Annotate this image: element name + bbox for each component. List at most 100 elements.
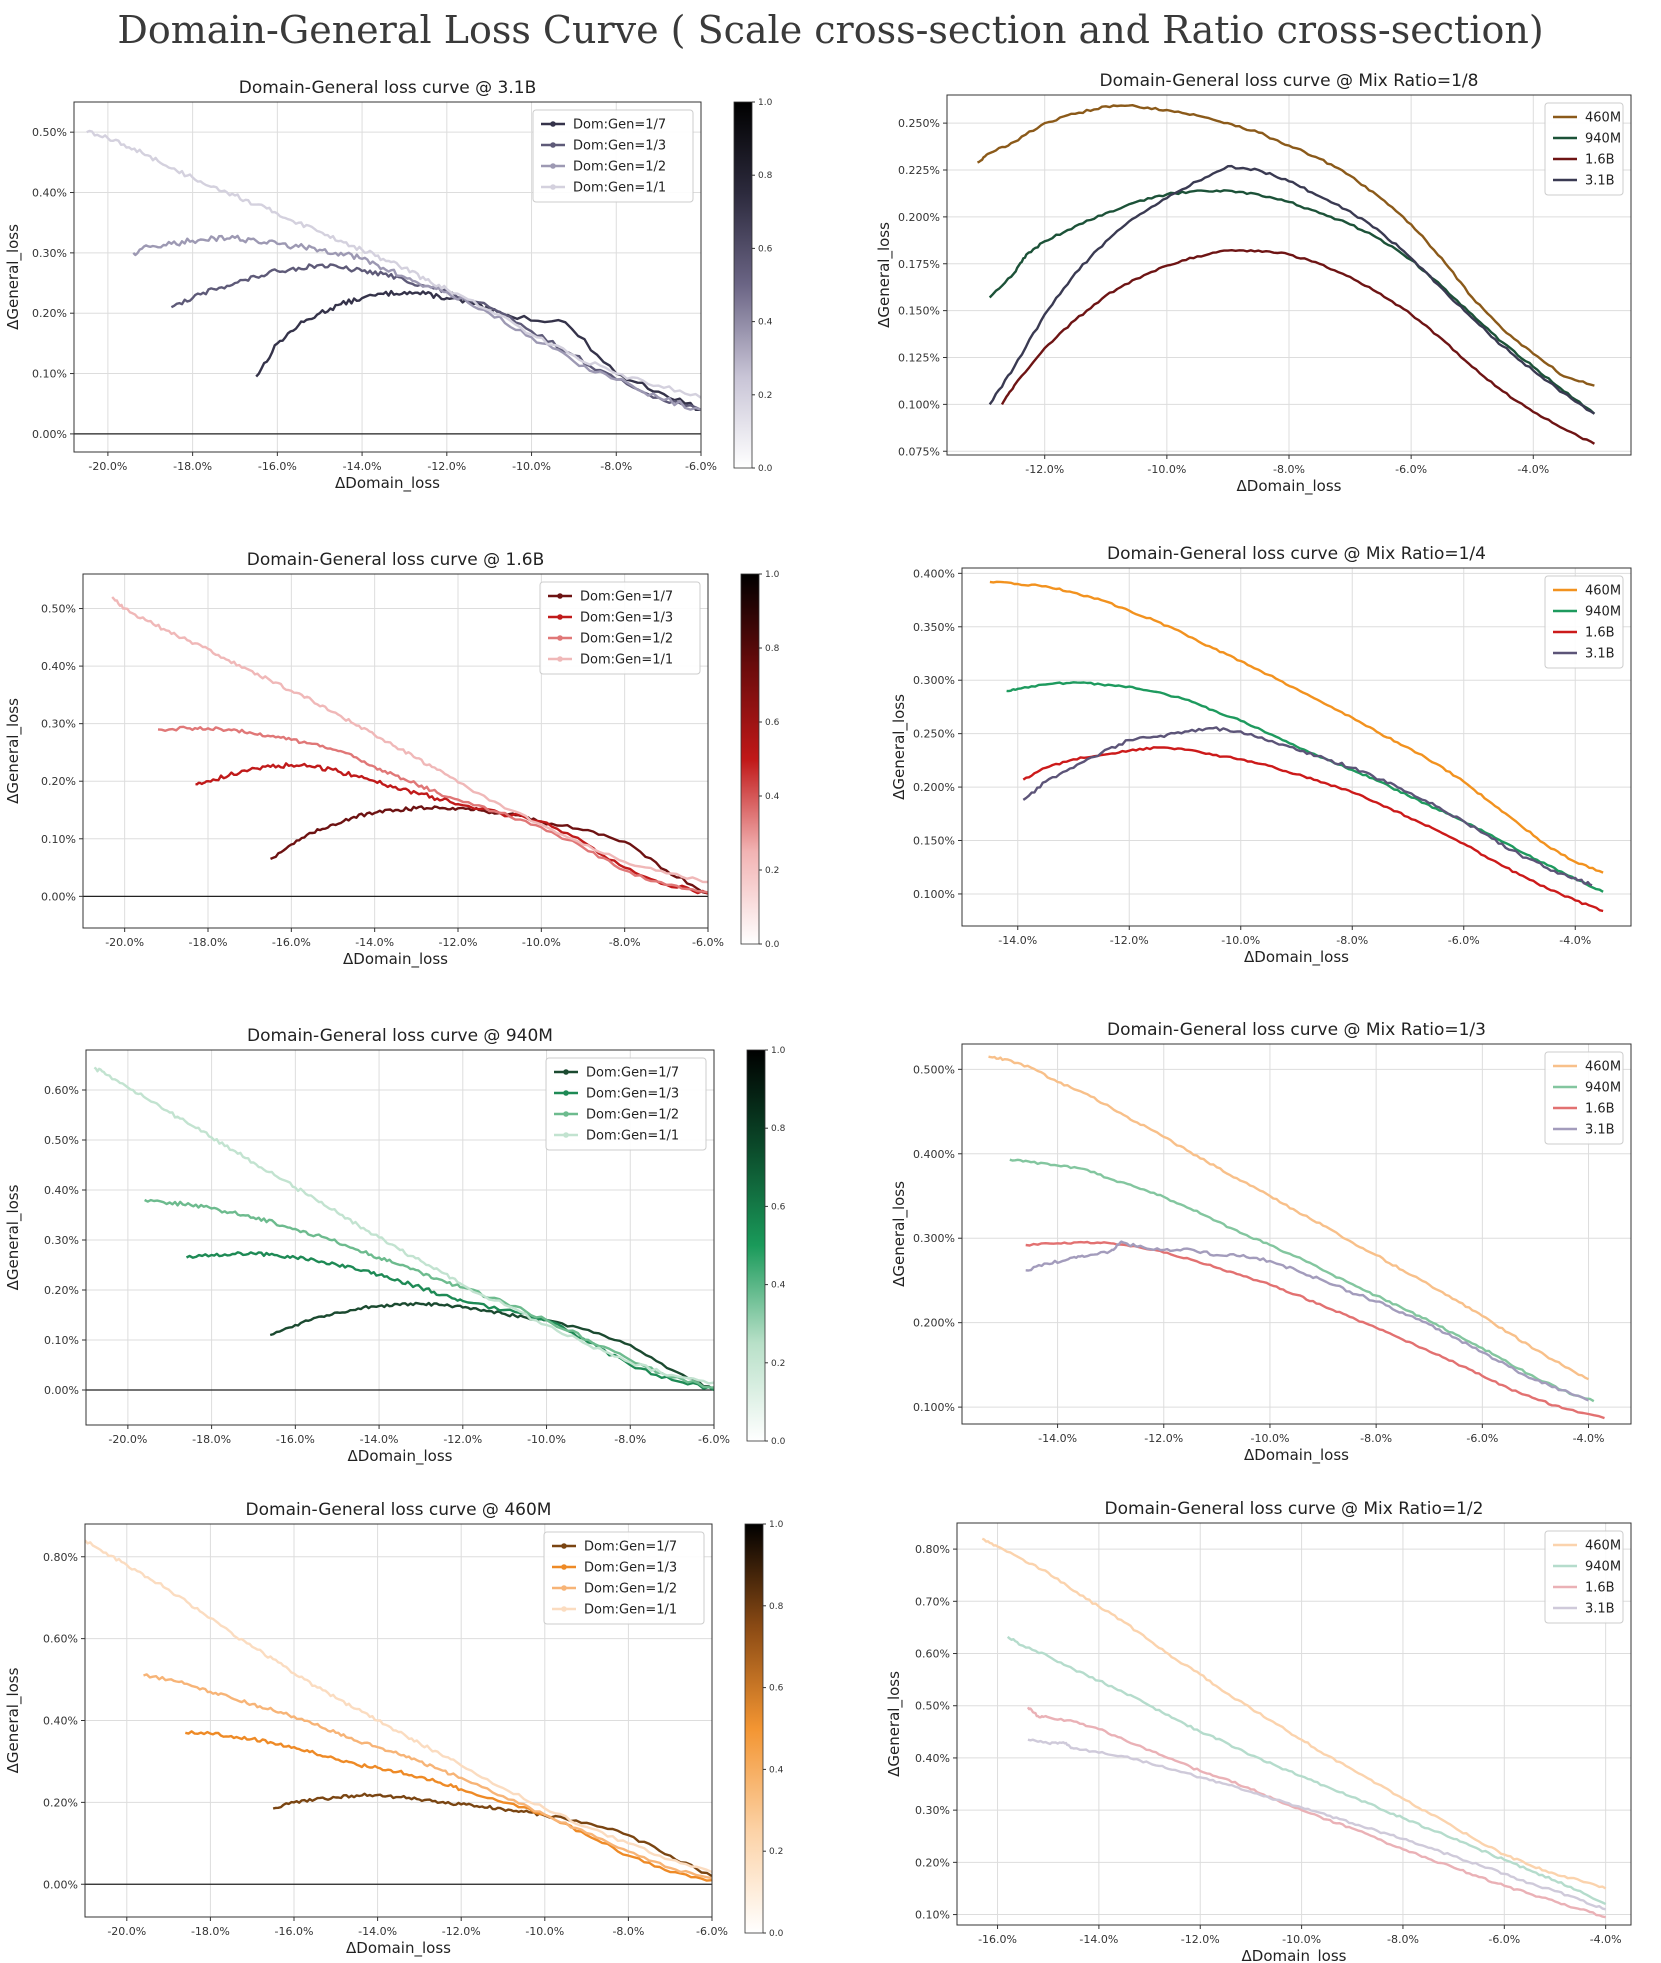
legend-marker (550, 121, 556, 127)
x-tick-label: -14.0% (998, 934, 1037, 947)
x-tick-label: -16.0% (258, 460, 297, 473)
legend-frame (539, 581, 701, 675)
y-tick-label: 0.30% (41, 718, 76, 731)
axes-frame (956, 1522, 1632, 1926)
series-line-dom-gen-1-7 (269, 1301, 714, 1391)
x-axis-label: ΔDomain_loss (335, 474, 440, 493)
legend-frame (1544, 1530, 1624, 1624)
x-tick-label: -6.0% (698, 1433, 730, 1446)
series-line-460m (989, 580, 1604, 874)
legend-label: 460M (1585, 584, 1621, 599)
legend-label: 460M (1585, 1539, 1621, 1554)
y-tick-label: 0.40% (915, 1752, 950, 1765)
y-tick-label: 0.10% (32, 368, 67, 381)
y-tick-label: 0.60% (915, 1648, 950, 1661)
colorbar-tick-label: 0.2 (771, 1359, 785, 1369)
x-tick-label: -10.0% (1282, 1933, 1321, 1946)
series-line-dom-gen-1-7 (270, 805, 708, 895)
chart-ratio-1-4: Domain-General loss curve @ Mix Ratio=1/… (890, 544, 1632, 967)
series-line-460m (977, 104, 1595, 387)
x-tick-label: -12.0% (439, 936, 478, 949)
colorbar-tick-label: 0.0 (771, 1437, 786, 1447)
series-line-dom-gen-1-2 (143, 1673, 712, 1880)
x-tick-label: -4.0% (1517, 463, 1549, 476)
colorbar-fill (740, 573, 760, 945)
series-line-940m (1006, 681, 1604, 893)
legend-marker (550, 184, 556, 190)
legend-label: Dom:Gen=1/2 (584, 1582, 677, 1597)
series-line-940m (1006, 1635, 1607, 1906)
colorbar-tick-label: 0.6 (765, 718, 780, 728)
legend-label: Dom:Gen=1/2 (573, 160, 666, 175)
colorbar-tick-label: 0.6 (771, 1202, 786, 1212)
legend-frame (1544, 575, 1624, 669)
chart-title: Domain-General loss curve @ Mix Ratio=1/… (1105, 1499, 1484, 1519)
colorbar-tick-label: 0.2 (769, 1847, 783, 1857)
x-tick-label: -10.0% (1221, 934, 1260, 947)
legend-marker (557, 656, 563, 662)
legend-label: Dom:Gen=1/3 (584, 1561, 677, 1576)
series-line-dom-gen-1-1 (111, 596, 708, 884)
legend: Dom:Gen=1/7 Dom:Gen=1/3 Dom:Gen=1/2 Dom:Gen… (539, 581, 701, 675)
y-tick-label: 0.100% (913, 1401, 955, 1414)
y-tick-label: 0.100% (913, 888, 955, 901)
y-tick-label: 0.200% (913, 781, 955, 794)
chart-ratio-1-2: Domain-General loss curve @ Mix Ratio=1/… (885, 1499, 1632, 1963)
x-tick-label: -4.0% (1559, 934, 1591, 947)
y-tick-label: 0.00% (43, 1878, 78, 1891)
x-tick-label: -8.0% (1336, 934, 1368, 947)
series-line-dom-gen-1-2 (132, 234, 701, 411)
chart-title: Domain-General loss curve @ 460M (246, 1500, 552, 1520)
x-tick-label: -20.0% (108, 1433, 147, 1446)
colorbar-fill (733, 101, 753, 469)
series-line-1-6b (1022, 746, 1604, 913)
axes-frame (85, 1049, 715, 1426)
legend-label: Dom:Gen=1/3 (580, 611, 673, 626)
chart-title: Domain-General loss curve @ 3.1B (239, 78, 537, 98)
x-tick-label: -14.0% (358, 1925, 397, 1938)
chart-title: Domain-General loss curve @ Mix Ratio=1/… (1107, 544, 1486, 564)
y-tick-label: 0.30% (915, 1804, 950, 1817)
x-tick-label: -8.0% (600, 460, 632, 473)
legend-label: 940M (1585, 605, 1621, 620)
legend: 460M 940M 1.6B 3.1B (1544, 1530, 1624, 1624)
x-tick-label: -16.0% (978, 1933, 1017, 1946)
y-tick-label: 0.175% (898, 258, 940, 271)
x-tick-label: -6.0% (692, 936, 724, 949)
x-tick-label: -6.0% (1488, 1933, 1520, 1946)
colorbar-tick-label: 1.0 (758, 98, 773, 108)
x-tick-label: -10.0% (1250, 1432, 1289, 1445)
series-line-dom-gen-1-3 (195, 762, 708, 895)
plot-area (981, 1537, 1607, 1919)
colorbar-tick-label: 1.0 (765, 570, 780, 580)
series-line-dom-gen-1-2 (144, 1198, 714, 1389)
y-axis-label: ΔGeneral_loss (4, 1667, 23, 1773)
y-tick-label: 0.300% (913, 1232, 955, 1245)
y-tick-label: 0.500% (913, 1063, 955, 1076)
y-tick-label: 0.10% (44, 1334, 79, 1347)
legend-frame (1544, 102, 1624, 196)
colorbar-tick-label: 1.0 (771, 1046, 786, 1056)
y-tick-label: 0.20% (915, 1856, 950, 1869)
x-tick-label: -10.0% (522, 936, 561, 949)
axes-frame (73, 101, 702, 453)
colorbar-tick-label: 0.8 (769, 1602, 784, 1612)
colorbar-tick-label: 0.0 (758, 464, 773, 474)
y-tick-label: 0.50% (915, 1700, 950, 1713)
y-axis-label: ΔGeneral_loss (4, 698, 23, 804)
x-tick-label: -4.0% (1573, 1432, 1605, 1445)
y-tick-label: 0.200% (913, 1317, 955, 1330)
x-tick-label: -10.0% (525, 1925, 564, 1938)
colorbar-tick-label: 0.4 (758, 318, 773, 328)
y-tick-label: 0.30% (44, 1234, 79, 1247)
y-axis-label: ΔGeneral_loss (890, 694, 909, 800)
legend-marker (557, 593, 563, 599)
y-tick-label: 0.350% (913, 621, 955, 634)
legend: 460M 940M 1.6B 3.1B (1544, 575, 1624, 669)
legend-label: Dom:Gen=1/3 (573, 139, 666, 154)
colorbar-tick-label: 0.4 (769, 1765, 784, 1775)
series-line-dom-gen-1-7 (255, 289, 701, 411)
plot-area (977, 104, 1596, 445)
chart-ratio-1-3: Domain-General loss curve @ Mix Ratio=1/… (890, 1020, 1632, 1465)
series-line-dom-gen-1-2 (157, 725, 708, 894)
